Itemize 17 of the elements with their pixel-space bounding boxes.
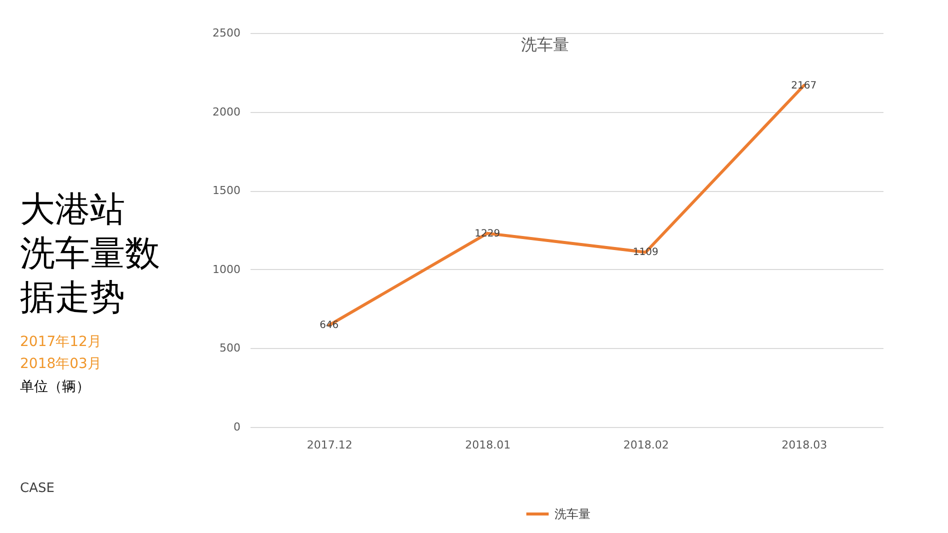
y-tick-label: 2500 bbox=[212, 26, 240, 40]
y-tick-label: 2000 bbox=[212, 105, 240, 118]
text: 大港站洗车量数据走势 bbox=[20, 190, 160, 318]
text: CASE bbox=[20, 481, 54, 496]
x-tick-label: 2018.01 bbox=[465, 438, 511, 452]
annotation: 洗车量 bbox=[521, 35, 569, 54]
y-tick-label: 0 bbox=[234, 420, 240, 434]
y-tick-label: 1500 bbox=[212, 184, 240, 198]
y-tick-label: 1000 bbox=[212, 262, 240, 276]
text: 单位（辆） bbox=[20, 379, 90, 395]
legend-label: 洗车量 bbox=[554, 507, 590, 521]
y-tick-label: 500 bbox=[220, 342, 240, 355]
x-tick-label: 2017.12 bbox=[306, 438, 352, 452]
x-tick-label: 2018.02 bbox=[623, 438, 669, 452]
text: 2017年12月 2018年03月 bbox=[20, 334, 102, 372]
x-tick-label: 2018.03 bbox=[782, 438, 828, 452]
data-label: 646 bbox=[320, 320, 339, 332]
